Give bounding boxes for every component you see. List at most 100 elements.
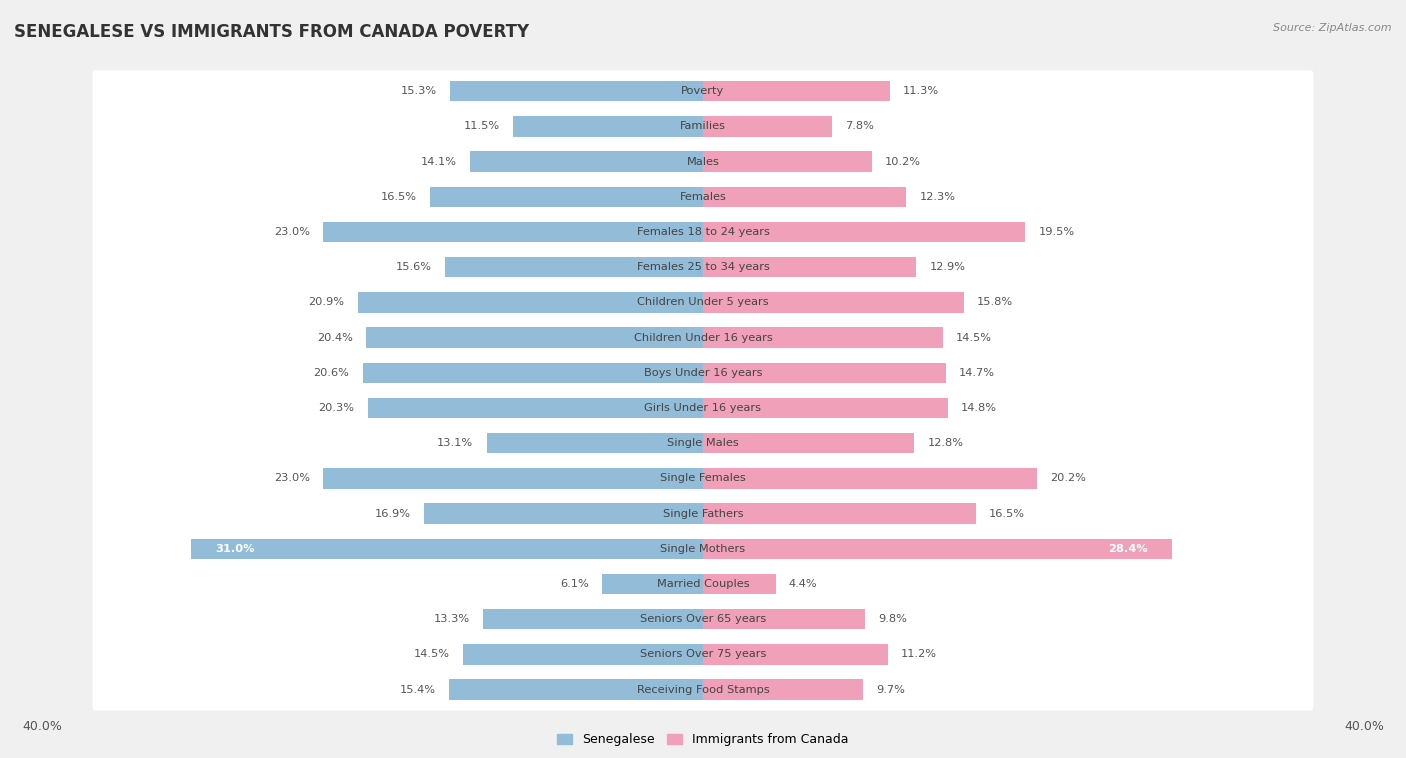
Text: 11.3%: 11.3% <box>903 86 939 96</box>
Text: 20.4%: 20.4% <box>316 333 353 343</box>
Bar <box>703 327 942 348</box>
Text: Source: ZipAtlas.com: Source: ZipAtlas.com <box>1274 23 1392 33</box>
Text: Males: Males <box>686 156 720 167</box>
Text: Families: Families <box>681 121 725 131</box>
FancyBboxPatch shape <box>93 387 1313 429</box>
Bar <box>703 644 889 665</box>
Text: 9.7%: 9.7% <box>876 684 905 694</box>
Bar <box>357 292 703 312</box>
Text: Single Fathers: Single Fathers <box>662 509 744 518</box>
Bar <box>484 609 703 629</box>
Text: Females 18 to 24 years: Females 18 to 24 years <box>637 227 769 237</box>
Bar <box>703 468 1036 489</box>
Text: 23.0%: 23.0% <box>274 474 309 484</box>
Text: 15.3%: 15.3% <box>401 86 437 96</box>
Text: 4.4%: 4.4% <box>789 579 817 589</box>
Bar <box>423 503 703 524</box>
Text: 23.0%: 23.0% <box>274 227 309 237</box>
Text: 19.5%: 19.5% <box>1039 227 1074 237</box>
FancyBboxPatch shape <box>93 176 1313 218</box>
Text: Single Males: Single Males <box>666 438 740 448</box>
FancyBboxPatch shape <box>93 352 1313 393</box>
FancyBboxPatch shape <box>93 317 1313 359</box>
Text: 12.3%: 12.3% <box>920 192 956 202</box>
Bar <box>703 503 976 524</box>
Text: Girls Under 16 years: Girls Under 16 years <box>644 403 762 413</box>
Bar <box>703 362 946 383</box>
Text: Females 25 to 34 years: Females 25 to 34 years <box>637 262 769 272</box>
Bar <box>513 116 703 136</box>
Text: 20.6%: 20.6% <box>314 368 350 377</box>
Text: Children Under 16 years: Children Under 16 years <box>634 333 772 343</box>
Text: 9.8%: 9.8% <box>879 614 907 625</box>
Text: Seniors Over 75 years: Seniors Over 75 years <box>640 650 766 659</box>
Text: 20.9%: 20.9% <box>308 297 344 307</box>
Bar <box>367 398 703 418</box>
Text: 7.8%: 7.8% <box>845 121 875 131</box>
Bar <box>703 81 890 102</box>
Bar <box>703 574 776 594</box>
Text: SENEGALESE VS IMMIGRANTS FROM CANADA POVERTY: SENEGALESE VS IMMIGRANTS FROM CANADA POV… <box>14 23 529 41</box>
FancyBboxPatch shape <box>93 105 1313 147</box>
Text: Boys Under 16 years: Boys Under 16 years <box>644 368 762 377</box>
FancyBboxPatch shape <box>93 563 1313 605</box>
Text: 14.5%: 14.5% <box>956 333 991 343</box>
FancyBboxPatch shape <box>93 211 1313 252</box>
Bar <box>703 433 914 453</box>
Bar <box>486 433 703 453</box>
Bar <box>602 574 703 594</box>
Text: 10.2%: 10.2% <box>884 156 921 167</box>
Text: 12.9%: 12.9% <box>929 262 966 272</box>
Bar <box>430 186 703 207</box>
Text: 13.3%: 13.3% <box>434 614 470 625</box>
Bar <box>703 539 1173 559</box>
Text: Single Mothers: Single Mothers <box>661 543 745 554</box>
FancyBboxPatch shape <box>93 493 1313 534</box>
FancyBboxPatch shape <box>93 634 1313 675</box>
Bar <box>703 152 872 172</box>
Text: 28.4%: 28.4% <box>1108 543 1147 554</box>
Text: 6.1%: 6.1% <box>560 579 589 589</box>
Text: 12.8%: 12.8% <box>928 438 963 448</box>
Bar <box>446 257 703 277</box>
Bar <box>464 644 703 665</box>
Text: 15.4%: 15.4% <box>399 684 436 694</box>
Text: 15.6%: 15.6% <box>396 262 432 272</box>
Text: 16.5%: 16.5% <box>381 192 418 202</box>
FancyBboxPatch shape <box>93 599 1313 640</box>
Text: 14.1%: 14.1% <box>420 156 457 167</box>
Bar <box>363 362 703 383</box>
Bar <box>703 186 907 207</box>
Bar <box>703 679 863 700</box>
FancyBboxPatch shape <box>93 281 1313 323</box>
Bar <box>703 609 865 629</box>
Text: Children Under 5 years: Children Under 5 years <box>637 297 769 307</box>
Bar <box>470 152 703 172</box>
Text: 15.8%: 15.8% <box>977 297 1014 307</box>
Bar <box>703 257 917 277</box>
Bar <box>191 539 703 559</box>
Text: Females: Females <box>679 192 727 202</box>
FancyBboxPatch shape <box>93 458 1313 500</box>
Bar <box>703 116 832 136</box>
Bar <box>366 327 703 348</box>
FancyBboxPatch shape <box>93 422 1313 464</box>
FancyBboxPatch shape <box>93 669 1313 710</box>
Bar <box>323 468 703 489</box>
FancyBboxPatch shape <box>93 528 1313 569</box>
Bar <box>450 81 703 102</box>
Text: 14.8%: 14.8% <box>960 403 997 413</box>
Text: Single Females: Single Females <box>661 474 745 484</box>
Text: Receiving Food Stamps: Receiving Food Stamps <box>637 684 769 694</box>
Text: 14.7%: 14.7% <box>959 368 995 377</box>
Text: 20.2%: 20.2% <box>1050 474 1085 484</box>
Text: Married Couples: Married Couples <box>657 579 749 589</box>
Bar <box>703 398 948 418</box>
Bar <box>703 222 1025 242</box>
Text: 31.0%: 31.0% <box>215 543 254 554</box>
Text: 11.5%: 11.5% <box>464 121 499 131</box>
Text: 13.1%: 13.1% <box>437 438 474 448</box>
Text: 11.2%: 11.2% <box>901 650 938 659</box>
FancyBboxPatch shape <box>93 141 1313 182</box>
Text: 16.5%: 16.5% <box>988 509 1025 518</box>
